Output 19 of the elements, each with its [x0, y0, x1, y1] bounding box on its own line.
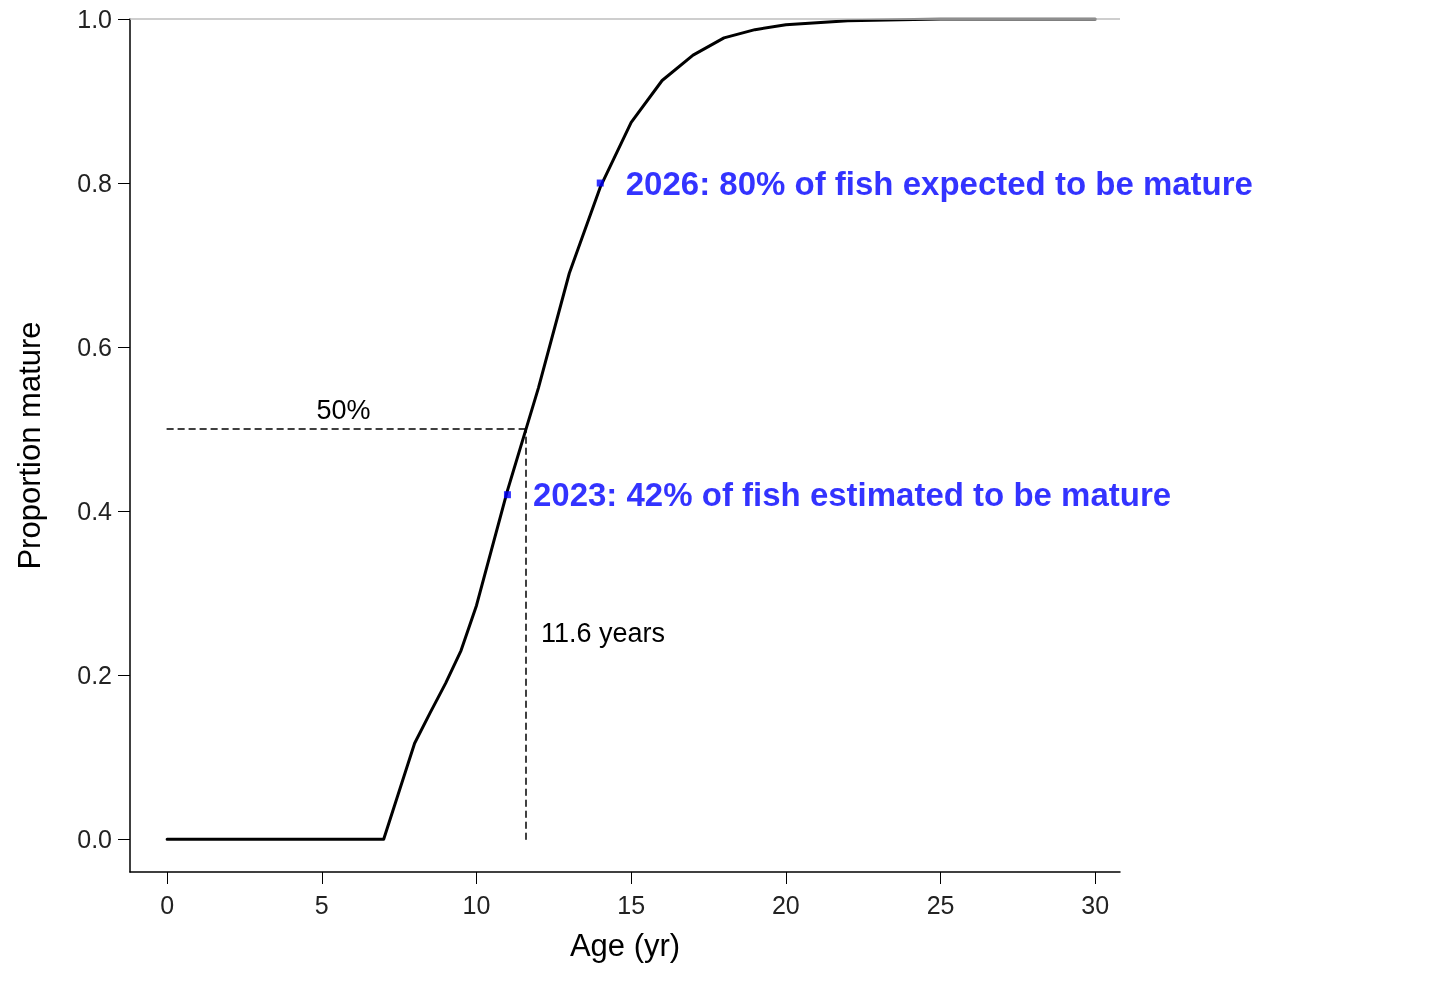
x-tick-label: 5 — [314, 890, 329, 919]
annotation: 50% — [316, 394, 371, 425]
y-tick-label: 1.0 — [77, 5, 112, 33]
y-tick-label: 0.8 — [77, 169, 112, 198]
y-tick-label: 0.2 — [77, 661, 112, 690]
data-label: 2023: 42% of fish estimated to be mature — [532, 476, 1172, 514]
y-tick-label: 0.4 — [77, 497, 113, 526]
x-tick-label: 10 — [462, 890, 491, 919]
x-tick-label: 30 — [1081, 890, 1110, 919]
y-tick-label: 0.0 — [77, 825, 112, 854]
x-axis-title: Age (yr) — [569, 928, 681, 963]
x-tick-label: 25 — [926, 890, 955, 919]
x-tick-label: 15 — [617, 890, 646, 919]
x-tick-label: 20 — [771, 890, 800, 919]
annotation: 11.6 years — [541, 617, 666, 648]
data-label: 2026: 80% of fish expected to be mature — [625, 164, 1253, 202]
y-tick-label: 0.6 — [77, 333, 112, 362]
x-tick-label: 0 — [160, 890, 175, 919]
y-axis-title: Proportion mature — [12, 321, 47, 570]
